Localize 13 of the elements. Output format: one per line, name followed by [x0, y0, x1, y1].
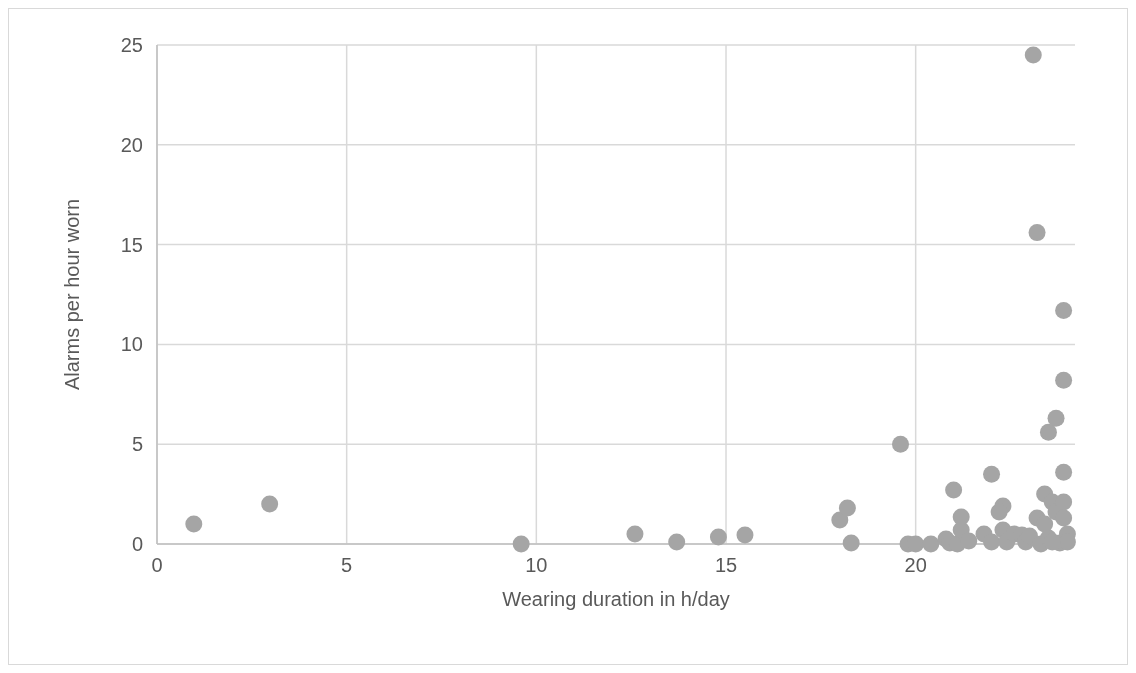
- x-axis-title: Wearing duration in h/day: [502, 588, 730, 610]
- y-tick-label: 25: [120, 34, 143, 56]
- y-tick-label: 20: [120, 133, 143, 156]
- x-tick-label: 5: [341, 554, 353, 576]
- y-tick-label: 0: [131, 533, 143, 555]
- y-tick-label: 5: [131, 433, 143, 456]
- y-tick-label: 15: [120, 233, 143, 256]
- x-tick-label: 15: [714, 554, 738, 576]
- x-tick-label: 20: [904, 554, 927, 576]
- x-tick-label: 0: [151, 554, 163, 576]
- y-axis-title: Alarms per hour worn: [61, 198, 83, 391]
- x-tick-label: 10: [525, 554, 548, 576]
- y-tick-label: 10: [120, 333, 143, 356]
